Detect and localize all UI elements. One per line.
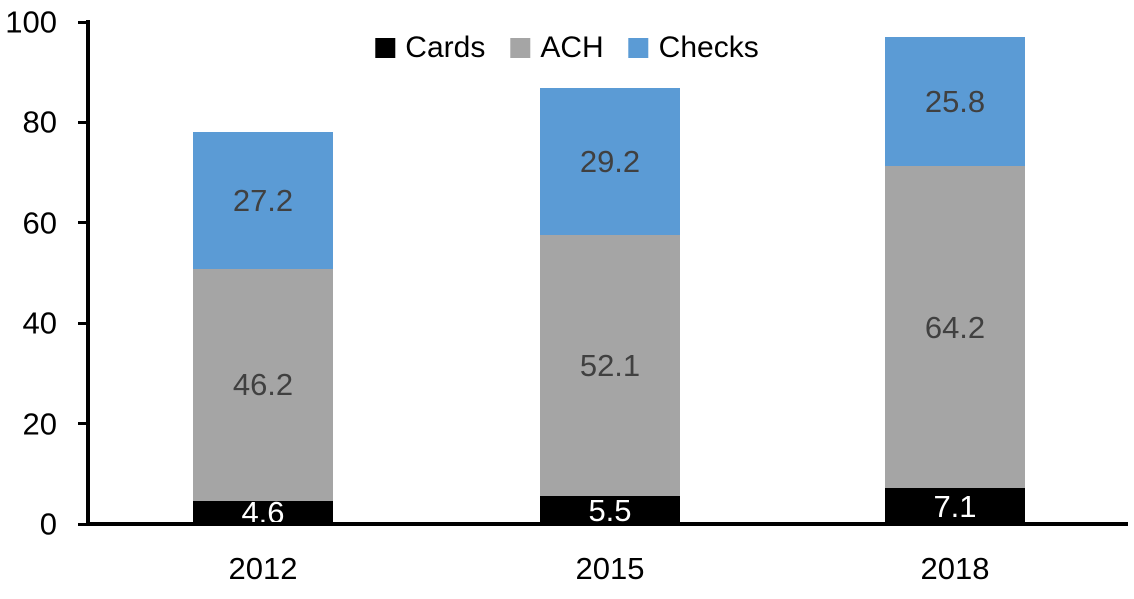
legend-item-cards: Cards xyxy=(375,33,485,63)
legend: Cards ACH Checks xyxy=(375,30,759,66)
bar-segment-checks-2018: 25.8 xyxy=(885,36,1025,167)
y-tick-label: 0 xyxy=(39,506,57,542)
bar-value-label: 25.8 xyxy=(924,83,986,119)
legend-label: Checks xyxy=(658,31,759,64)
bar-segment-cards-2018: 7.1 xyxy=(885,488,1025,524)
bar-segment-checks-2015: 29.2 xyxy=(540,88,680,235)
bar-segment-ach-2012: 46.2 xyxy=(193,268,333,501)
bar-value-label: 27.2 xyxy=(232,183,294,219)
y-tick-mark xyxy=(78,20,90,24)
y-tick-label: 80 xyxy=(22,104,57,140)
bar-value-label: 5.5 xyxy=(588,492,632,528)
bar-segment-ach-2018: 64.2 xyxy=(885,166,1025,489)
y-tick-mark xyxy=(78,221,90,225)
bar-segment-checks-2012: 27.2 xyxy=(193,132,333,269)
bar-value-label: 52.1 xyxy=(579,348,641,384)
x-tick-label-2018: 2018 xyxy=(920,551,990,586)
bar-segment-ach-2015: 52.1 xyxy=(540,234,680,497)
x-axis-line xyxy=(86,522,1128,526)
bar-value-label: 29.2 xyxy=(579,144,641,180)
legend-item-checks: Checks xyxy=(628,31,759,64)
y-tick-label: 60 xyxy=(22,205,57,241)
y-tick-label: 100 xyxy=(5,4,57,40)
y-tick-mark xyxy=(78,522,90,526)
legend-swatch-icon xyxy=(628,38,649,58)
bar-value-label: 46.2 xyxy=(232,367,294,403)
x-tick-label-2015: 2015 xyxy=(575,551,645,586)
legend-swatch-icon xyxy=(510,38,531,58)
y-tick-mark xyxy=(78,120,90,124)
y-tick-label: 40 xyxy=(22,305,57,341)
bar-value-label: 7.1 xyxy=(933,488,977,524)
bar-value-label: 64.2 xyxy=(924,309,986,345)
legend-label: Cards xyxy=(405,31,486,64)
bar-segment-cards-2012: 4.6 xyxy=(193,497,333,528)
x-tick-label-2012: 2012 xyxy=(228,551,298,586)
y-tick-label: 20 xyxy=(22,406,57,442)
y-tick-mark xyxy=(78,422,90,426)
legend-item-ach: ACH xyxy=(510,31,604,64)
legend-swatch-icon xyxy=(375,38,396,58)
y-axis-line xyxy=(86,20,90,526)
legend-label: ACH xyxy=(540,31,604,64)
y-tick-mark xyxy=(78,321,90,325)
bar-segment-cards-2015: 5.5 xyxy=(540,492,680,528)
